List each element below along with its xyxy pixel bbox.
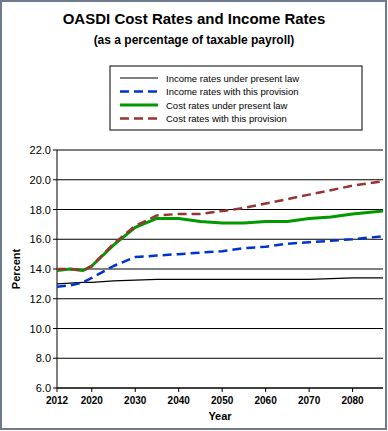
y-tick-label: 18.0: [30, 204, 51, 216]
y-tick: [53, 388, 57, 389]
x-tick: [91, 388, 92, 392]
y-tick: [53, 179, 57, 180]
x-tick: [352, 388, 353, 392]
legend-label: Cost rates under present law: [166, 100, 288, 111]
grid-line: [57, 358, 383, 359]
series-line: [57, 278, 383, 284]
x-tick: [309, 388, 310, 392]
grid-line: [57, 150, 383, 151]
legend-swatch: [120, 104, 158, 107]
legend-box: [110, 66, 362, 130]
x-tick-label: 2040: [168, 395, 191, 406]
y-tick: [53, 298, 57, 299]
y-tick: [53, 150, 57, 151]
series-line: [57, 181, 383, 270]
series-line: [57, 236, 383, 287]
x-tick-label: 2020: [81, 395, 104, 406]
legend-swatch: [120, 90, 158, 93]
chart: OASDI Cost Rates and Income Rates (as a p…: [0, 0, 388, 431]
y-tick: [53, 358, 57, 359]
x-axis: [57, 388, 383, 389]
x-tick-label: 2080: [341, 395, 364, 406]
title: OASDI Cost Rates and Income Rates: [63, 10, 326, 27]
y-tick-label: 20.0: [30, 174, 51, 186]
y-tick-label: 16.0: [30, 233, 51, 245]
y-tick-label: 6.0: [36, 382, 51, 394]
grid-line: [57, 209, 383, 210]
x-tick-label: 2012: [46, 395, 69, 406]
x-tick: [222, 388, 223, 392]
y-tick: [53, 328, 57, 329]
x-tick: [135, 388, 136, 392]
subtitle: (as a percentage of taxable payroll): [94, 33, 295, 47]
legend-swatch: [120, 77, 158, 78]
legend-label: Income rates under present law: [166, 73, 299, 84]
x-tick: [57, 388, 58, 392]
x-tick-label: 2050: [211, 395, 234, 406]
series-group: [57, 181, 383, 287]
frame: [1, 1, 386, 429]
y-tick-label: 12.0: [30, 293, 51, 305]
y-tick-label: 22.0: [30, 144, 51, 156]
grid-line: [57, 388, 383, 389]
y-axis-label: Percent: [10, 248, 22, 289]
y-tick: [53, 239, 57, 240]
series-line: [57, 211, 383, 270]
x-tick-label: 2030: [124, 395, 147, 406]
grid-line: [57, 179, 383, 180]
grid-line: [57, 269, 383, 270]
grid-line: [57, 328, 383, 329]
y-tick-label: 8.0: [36, 352, 51, 364]
x-axis-label: Year: [208, 410, 232, 422]
x-tick-label: 2060: [255, 395, 278, 406]
y-tick: [53, 269, 57, 270]
x-tick: [178, 388, 179, 392]
legend-label: Cost rates with this provision: [166, 113, 287, 124]
y-tick: [53, 209, 57, 210]
y-tick-label: 10.0: [30, 323, 51, 335]
legend-swatch: [120, 117, 158, 120]
y-tick-label: 14.0: [30, 263, 51, 275]
x-tick-label: 2070: [298, 395, 321, 406]
grid-line: [57, 298, 383, 299]
x-tick: [265, 388, 266, 392]
legend-label: Income rates with this provision: [166, 86, 299, 97]
